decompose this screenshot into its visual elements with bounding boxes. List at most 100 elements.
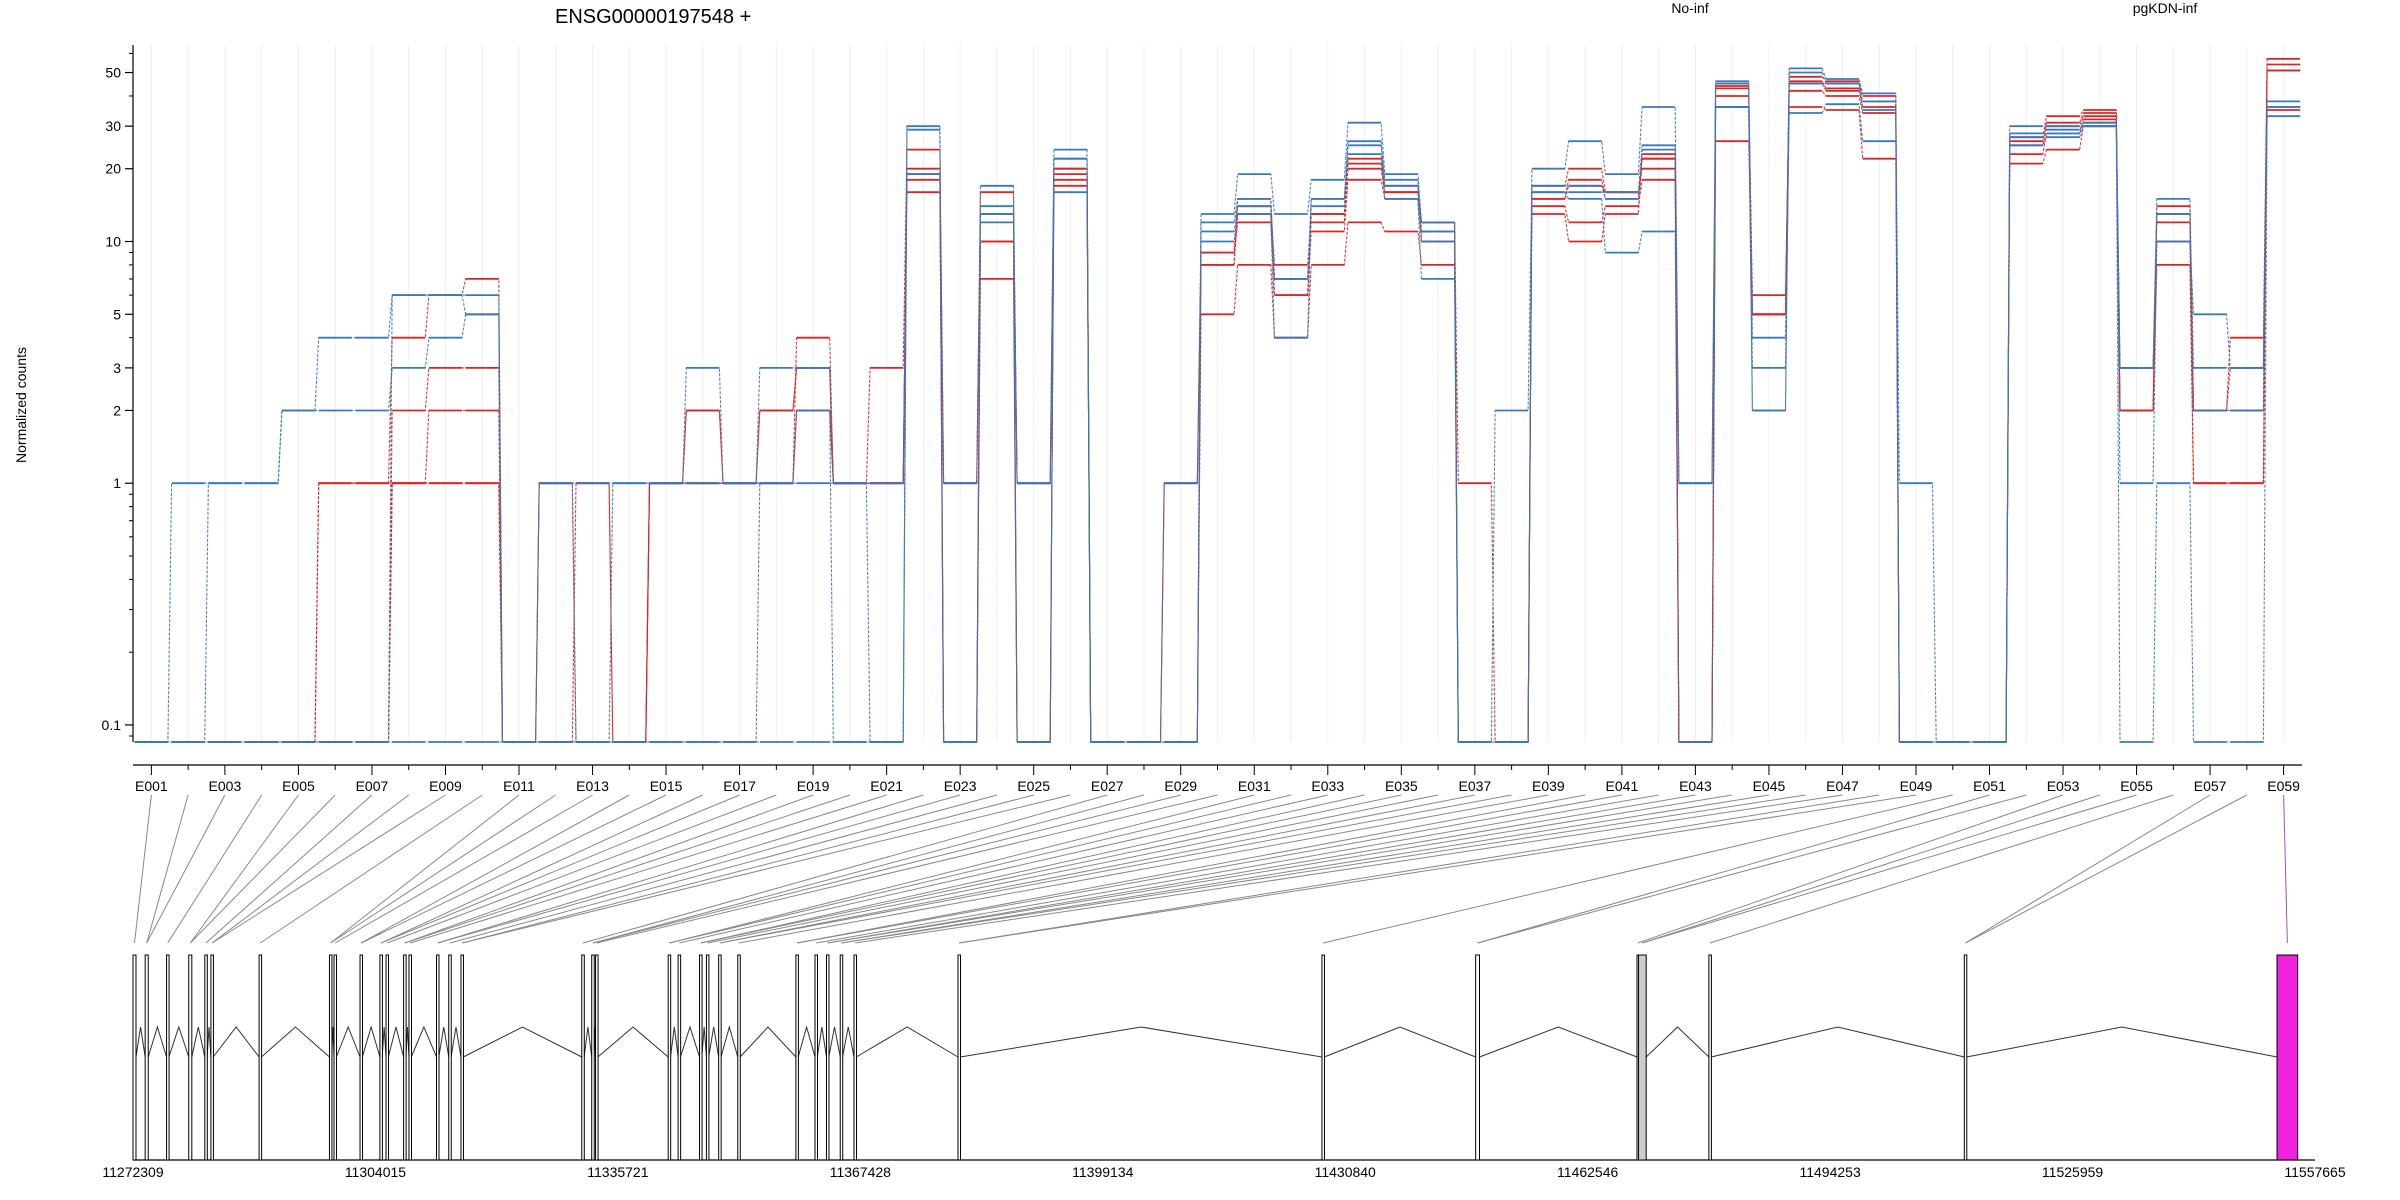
connector-E054 xyxy=(1642,794,2100,944)
connector-E035 xyxy=(700,794,1402,944)
exon-block xyxy=(204,954,208,1161)
exon-block xyxy=(379,954,383,1161)
exon-block xyxy=(825,954,830,1161)
connector-E009 xyxy=(211,794,446,944)
x-tick-label-E043: E043 xyxy=(1679,778,1712,794)
intron xyxy=(669,1026,679,1058)
genomic-tick-label: 11462546 xyxy=(1557,1164,1618,1180)
x-tick-label-E047: E047 xyxy=(1826,778,1859,794)
x-tick-label-E037: E037 xyxy=(1458,778,1491,794)
x-tick-label-E041: E041 xyxy=(1606,778,1639,794)
connector-E024 xyxy=(449,794,998,944)
intron xyxy=(856,1026,959,1058)
connector-E026 xyxy=(461,794,1071,944)
connector-E040 xyxy=(796,794,1586,944)
y-tick-label: 10 xyxy=(105,233,121,249)
connector-E047 xyxy=(855,794,1843,944)
connector-E036 xyxy=(707,794,1439,944)
connector-E029 xyxy=(592,794,1181,944)
x-tick-label-E015: E015 xyxy=(650,778,683,794)
intron xyxy=(361,1025,381,1058)
connector-E015 xyxy=(360,794,667,944)
x-tick-label-E049: E049 xyxy=(1900,778,1933,794)
intron xyxy=(1966,1026,2278,1058)
intron xyxy=(410,1025,437,1058)
intron xyxy=(335,1025,361,1058)
series-path xyxy=(134,103,2301,743)
x-tick-label-E009: E009 xyxy=(429,778,462,794)
exon-block xyxy=(460,954,464,1161)
x-tick-label-E003: E003 xyxy=(209,778,242,794)
connector-E016 xyxy=(380,794,704,944)
connector-E006 xyxy=(189,794,336,944)
connector-E053 xyxy=(1637,794,2064,944)
connector-E045 xyxy=(841,794,1770,944)
connector-E008 xyxy=(211,794,410,944)
genomic-tick-label: 11367428 xyxy=(830,1164,891,1180)
genomic-tick-label: 11304015 xyxy=(345,1164,406,1180)
exon-block xyxy=(677,954,682,1161)
exon-block xyxy=(408,954,412,1161)
intron xyxy=(816,1026,827,1058)
intron xyxy=(739,1026,797,1058)
intron xyxy=(212,1026,260,1058)
connector-E005 xyxy=(189,794,299,944)
connector-E052 xyxy=(1477,794,2027,944)
x-tick-label-E053: E053 xyxy=(2047,778,2080,794)
connector-E020 xyxy=(404,794,851,944)
connector-E041 xyxy=(796,794,1622,944)
gene-model: 11272309 11304015 11335721 11367428 11399134… xyxy=(102,954,2346,1180)
intron xyxy=(1645,1026,1710,1058)
intron xyxy=(168,1025,190,1058)
exon-block xyxy=(333,954,338,1161)
connector-E025 xyxy=(461,794,1034,944)
connector-E051 xyxy=(1477,794,1990,944)
x-tick-label-E017: E017 xyxy=(723,778,756,794)
exon-block xyxy=(359,954,364,1161)
connector-E031 xyxy=(669,794,1255,944)
exon-block xyxy=(2276,954,2299,1161)
intron xyxy=(1711,1026,1965,1058)
connector-E012 xyxy=(330,794,557,944)
connector-E011 xyxy=(330,794,520,944)
exon-block xyxy=(436,954,440,1161)
exon-block xyxy=(839,954,844,1161)
connector-E057 xyxy=(1965,794,2211,944)
connector-E013 xyxy=(334,794,593,944)
connector-E030 xyxy=(596,794,1218,944)
intron xyxy=(679,1025,701,1058)
x-tick-label-E059: E059 xyxy=(2267,778,2300,794)
intron xyxy=(797,1025,816,1058)
y-tick-label: 5 xyxy=(113,306,121,322)
genomic-tick-label: 11494253 xyxy=(1799,1164,1860,1180)
connector-E033 xyxy=(679,794,1328,944)
intron xyxy=(597,1026,669,1058)
exon-block xyxy=(210,954,214,1161)
y-tick-label: 0.1 xyxy=(102,717,122,733)
x-tick-label-E001: E001 xyxy=(135,778,168,794)
connector-E010 xyxy=(259,794,483,944)
intron xyxy=(450,1026,462,1058)
intron xyxy=(1479,1026,1638,1058)
exon-block xyxy=(1708,954,1712,1161)
connector-E042 xyxy=(816,794,1659,944)
connector-E038 xyxy=(719,794,1512,944)
connector-E048 xyxy=(959,794,1880,944)
intron xyxy=(960,1026,1323,1058)
intron xyxy=(438,1026,450,1058)
x-tick-label-E057: E057 xyxy=(2194,778,2227,794)
x-tick-label-E029: E029 xyxy=(1164,778,1197,794)
intron xyxy=(387,1026,405,1058)
intron xyxy=(191,1026,206,1058)
connector-E001 xyxy=(133,794,152,944)
connector-E014 xyxy=(360,794,630,944)
exon-block xyxy=(853,954,858,1161)
exon-block xyxy=(448,954,452,1161)
exon-block xyxy=(1321,954,1325,1161)
connector-E003 xyxy=(146,794,226,944)
intron xyxy=(720,1025,739,1058)
connector-E050 xyxy=(1323,794,1953,944)
series-lines xyxy=(134,57,2301,743)
connector-E002 xyxy=(146,794,189,944)
